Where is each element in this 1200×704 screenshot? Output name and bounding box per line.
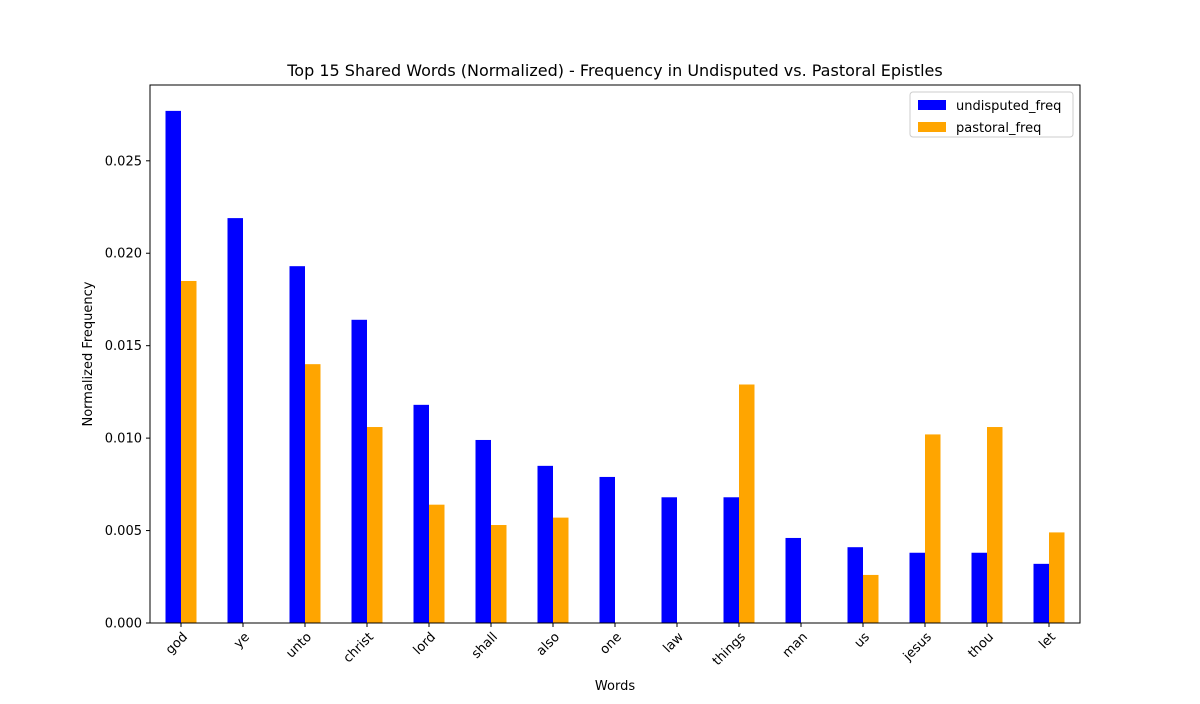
bars-group <box>165 110 1065 623</box>
x-tick-label: jesus <box>900 630 935 665</box>
bar-pastoral_freq-lord <box>429 504 445 623</box>
y-ticks-group: 0.000 0.005 0.010 0.015 0.020 0.025 <box>105 154 150 632</box>
legend-label-undisputed_freq: undisputed_freq <box>956 99 1061 114</box>
x-tick-label: things <box>710 630 749 669</box>
x-tick-label: ye <box>231 630 253 652</box>
x-tick-label: law <box>661 630 688 657</box>
x-tick-label: also <box>534 630 563 659</box>
bar-undisputed_freq-lord <box>413 404 429 623</box>
legend-box <box>909 91 1074 138</box>
x-ticks-group: god ye unto christ lord shall also one law things… <box>163 623 1059 669</box>
bar-undisputed_freq-unto <box>289 266 305 623</box>
bar-undisputed_freq-ye <box>227 218 243 623</box>
bar-pastoral_freq-us <box>863 574 879 623</box>
y-tick-label: 0.010 <box>105 432 142 447</box>
y-tick-label: 0.015 <box>105 339 142 354</box>
bar-pastoral_freq-let <box>1049 532 1065 623</box>
bar-undisputed_freq-shall <box>475 439 491 623</box>
bar-undisputed_freq-us <box>847 547 863 623</box>
bar-pastoral_freq-also <box>553 517 569 623</box>
chart-title: Top 15 Shared Words (Normalized) - Frequ… <box>286 61 942 80</box>
x-tick-label: unto <box>283 630 315 662</box>
bar-undisputed_freq-christ <box>351 319 367 623</box>
x-tick-label: shall <box>469 630 501 662</box>
bar-undisputed_freq-things <box>723 497 739 623</box>
bar-undisputed_freq-let <box>1033 563 1049 623</box>
y-tick-label: 0.020 <box>105 247 142 262</box>
bar-pastoral_freq-thou <box>987 427 1003 623</box>
bar-undisputed_freq-law <box>661 497 677 623</box>
x-tick-label: let <box>1036 630 1058 652</box>
x-tick-label: god <box>163 630 191 658</box>
bar-undisputed_freq-thou <box>971 552 987 623</box>
x-tick-label: one <box>597 630 625 658</box>
y-tick-label: 0.005 <box>105 524 142 539</box>
bar-undisputed_freq-one <box>599 476 615 623</box>
x-tick-label: thou <box>965 630 996 661</box>
bar-pastoral_freq-shall <box>491 525 507 623</box>
bar-pastoral_freq-christ <box>367 427 383 623</box>
x-axis-label: Words <box>595 679 635 694</box>
bar-pastoral_freq-unto <box>305 364 321 623</box>
plot-frame <box>149 84 1081 624</box>
bar-pastoral_freq-jesus <box>925 434 941 623</box>
bar-undisputed_freq-jesus <box>909 552 925 623</box>
bar-undisputed_freq-also <box>537 465 553 623</box>
y-tick-label: 0.000 <box>105 617 142 632</box>
x-tick-label: man <box>780 630 811 661</box>
bar-pastoral_freq-god <box>181 280 197 623</box>
legend-label-pastoral_freq: pastoral_freq <box>956 121 1041 136</box>
y-tick-label: 0.025 <box>105 154 142 169</box>
legend-swatch-undisputed_freq <box>918 100 946 110</box>
x-tick-label: us <box>852 630 873 651</box>
y-axis-label: Normalized Frequency <box>81 281 96 426</box>
bar-pastoral_freq-things <box>739 384 755 623</box>
legend: undisputed_freq pastoral_freq <box>909 91 1074 138</box>
bar-undisputed_freq-man <box>785 537 801 623</box>
legend-swatch-pastoral_freq <box>918 122 946 132</box>
x-tick-label: lord <box>411 630 439 658</box>
x-tick-label: christ <box>341 630 377 666</box>
bar-undisputed_freq-god <box>165 110 181 623</box>
